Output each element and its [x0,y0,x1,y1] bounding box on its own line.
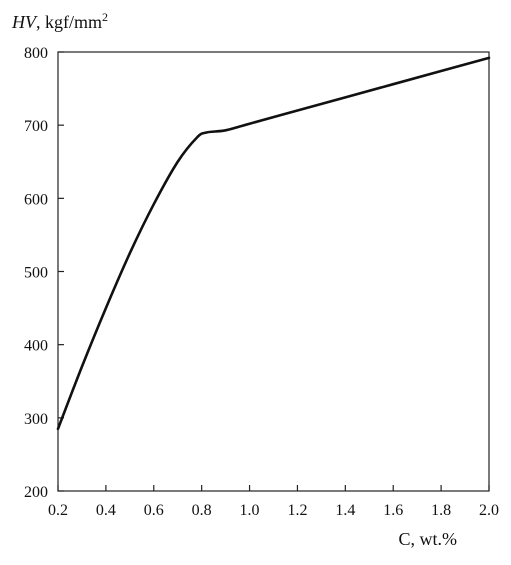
x-tick-label: 1.4 [335,502,355,519]
y-tick-label: 300 [24,411,48,428]
x-tick-label: 1.8 [431,502,451,519]
x-tick-label: 1.6 [383,502,403,519]
x-tick-label: 1.2 [287,502,307,519]
x-tick-label: 0.8 [192,502,212,519]
x-axis-tick-labels: 0.2 0.4 0.6 0.8 1.0 1.2 1.4 1.6 1.8 2.0 [48,502,499,519]
x-tick-label: 1.0 [240,502,260,519]
x-tick-label: 0.4 [96,502,116,519]
x-tick-label: 2.0 [479,502,499,519]
y-axis-tick-labels: 200 300 400 500 600 700 800 [24,45,48,501]
y-axis-unit: , kgf/mm [36,12,102,32]
x-tick-label: 0.2 [48,502,68,519]
x-tick-label: 0.6 [144,502,164,519]
y-axis-title: HV, kgf/mm2 [11,10,108,32]
y-tick-label: 500 [24,265,48,282]
y-tick-label: 600 [24,191,48,208]
series-line [56,56,491,431]
y-tick-label: 400 [24,338,48,355]
y-axis-unit-superscript: 2 [102,10,108,24]
y-tick-label: 700 [24,118,48,135]
y-tick-label: 200 [24,484,48,501]
x-axis-ticks [57,485,490,491]
x-axis-title: C, wt.% [399,529,458,549]
y-tick-label: 800 [24,45,48,62]
y-axis-variable: HV [11,12,38,32]
